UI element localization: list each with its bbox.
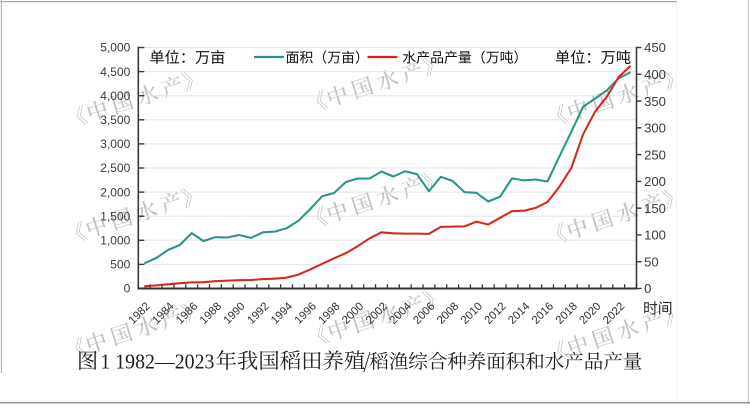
svg-text:5,000: 5,000 bbox=[100, 41, 130, 55]
svg-text:4,000: 4,000 bbox=[100, 89, 130, 103]
svg-text:4,500: 4,500 bbox=[100, 65, 130, 79]
svg-text:3,500: 3,500 bbox=[100, 113, 130, 127]
svg-text:50: 50 bbox=[644, 254, 659, 269]
svg-text:500: 500 bbox=[110, 258, 130, 272]
svg-text:2,000: 2,000 bbox=[100, 185, 130, 199]
svg-text:3,000: 3,000 bbox=[100, 137, 130, 151]
svg-text:400: 400 bbox=[644, 67, 666, 82]
svg-text:350: 350 bbox=[644, 94, 666, 109]
svg-text:1 1982—2023: 1 1982—2023 bbox=[100, 349, 214, 373]
svg-text:250: 250 bbox=[644, 147, 666, 162]
svg-text:450: 450 bbox=[644, 40, 666, 55]
svg-text:0: 0 bbox=[124, 282, 131, 296]
svg-text:300: 300 bbox=[644, 121, 666, 136]
svg-text:0: 0 bbox=[644, 281, 651, 296]
svg-text:1,500: 1,500 bbox=[100, 209, 130, 223]
svg-text:2,500: 2,500 bbox=[100, 161, 130, 175]
svg-text:1,000: 1,000 bbox=[100, 234, 130, 248]
svg-text:150: 150 bbox=[644, 201, 666, 216]
svg-text:100: 100 bbox=[644, 228, 666, 243]
svg-text:200: 200 bbox=[644, 174, 666, 189]
